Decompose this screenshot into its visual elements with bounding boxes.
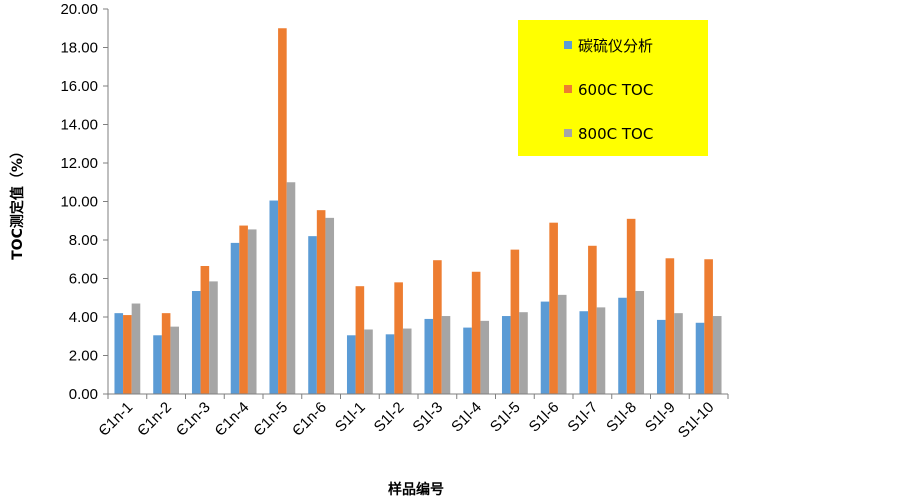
y-tick-label: 10.00: [60, 194, 98, 211]
bar-series-3-16: [712, 316, 722, 394]
legend-label-series-2: 600C TOC: [578, 81, 653, 99]
x-tick-label: Є1n-5: [250, 399, 291, 440]
x-tick-label: S1l-2: [371, 399, 408, 436]
bar-series-3-4: [247, 229, 257, 394]
bars-layer: [114, 28, 722, 395]
x-tick-label: S1l-4: [448, 399, 485, 436]
x-tick-label: S1l-10: [675, 399, 718, 442]
x-tick-label: S1l-6: [526, 399, 563, 436]
bar-series-3-8: [402, 328, 412, 394]
bar-series-1-3: [191, 291, 201, 394]
bar-series-2-16: [704, 259, 713, 394]
bar-series-1-7: [346, 335, 356, 394]
y-tick-label: 14.00: [60, 117, 98, 134]
bar-series-1-4: [230, 242, 240, 394]
y-axis-title: TOC测定值（%）: [9, 144, 26, 260]
y-tick-label: 18.00: [60, 40, 98, 57]
y-tick-label: 8.00: [69, 232, 98, 249]
y-tick-label: 6.00: [69, 271, 98, 288]
axes-layer: [103, 8, 729, 399]
bar-series-1-5: [269, 200, 279, 394]
bar-series-2-4: [239, 225, 248, 394]
x-tick-label: S1l-7: [564, 399, 601, 436]
bar-series-3-12: [557, 294, 567, 394]
bar-series-1-16: [695, 322, 705, 394]
x-tick-label: Є1n-2: [134, 399, 175, 440]
bar-series-3-2: [170, 326, 180, 395]
legend-swatch-series-1: [564, 41, 572, 49]
x-axis-title: 样品编号: [388, 481, 444, 498]
y-tick-label: 20.00: [60, 1, 98, 18]
x-tick-label: Є1n-4: [212, 399, 253, 440]
y-tick-label: 12.00: [60, 155, 98, 172]
bar-series-2-11: [510, 249, 520, 395]
bar-series-3-9: [441, 316, 451, 394]
bar-series-1-12: [540, 301, 550, 394]
bar-series-2-1: [123, 315, 132, 394]
bar-series-2-13: [588, 245, 597, 394]
bar-series-2-8: [394, 282, 403, 394]
bar-series-1-9: [424, 318, 434, 394]
bar-series-3-6: [325, 217, 335, 394]
y-tick-labels: 0.00 2.00 4.00 6.00 8.00 10.00 12.00 14.00 16.00…: [60, 1, 98, 403]
bar-series-3-7: [364, 329, 373, 394]
bar-series-3-5: [286, 182, 296, 394]
bar-series-1-11: [501, 316, 511, 394]
x-tick-label: S1l-1: [332, 399, 369, 436]
bar-series-3-10: [480, 320, 490, 394]
bar-series-3-11: [519, 312, 528, 394]
x-tick-label: S1l-9: [642, 399, 679, 436]
bar-series-1-2: [153, 335, 162, 394]
y-tick-label: 2.00: [69, 348, 98, 365]
x-tick-label: S1l-3: [409, 399, 446, 436]
bar-series-3-14: [635, 291, 645, 394]
y-tick-label: 0.00: [69, 386, 98, 403]
legend-swatch-series-3: [564, 129, 572, 137]
bar-series-1-1: [114, 313, 124, 394]
bar-series-2-12: [549, 222, 558, 394]
x-tick-label: Є1n-3: [173, 399, 214, 440]
bar-series-2-2: [161, 313, 171, 394]
bar-series-3-3: [209, 281, 218, 394]
x-tick-label: S1l-8: [603, 399, 640, 436]
bar-series-2-5: [278, 28, 287, 394]
bar-series-3-1: [131, 303, 141, 394]
bar-series-2-15: [665, 258, 675, 394]
x-tick-label: Є1n-6: [289, 399, 330, 440]
bar-series-3-13: [596, 307, 606, 395]
legend-label-series-1: 碳硫仪分析: [578, 37, 653, 55]
bar-series-2-10: [471, 271, 481, 394]
legend: 碳硫仪分析 600C TOC 800C TOC: [518, 20, 708, 156]
bar-series-2-6: [316, 210, 326, 394]
x-tick-label: S1l-5: [487, 399, 524, 436]
x-tick-label: Є1n-1: [95, 399, 136, 440]
legend-swatch-series-2: [564, 85, 572, 93]
bar-series-3-15: [674, 313, 683, 394]
bar-series-1-6: [308, 236, 317, 394]
y-tick-label: 16.00: [60, 78, 98, 95]
bar-series-2-14: [626, 218, 636, 394]
bar-series-1-14: [618, 297, 627, 394]
y-tick-label: 4.00: [69, 309, 98, 326]
bar-series-2-3: [200, 265, 210, 394]
bar-series-1-10: [463, 327, 472, 394]
bar-series-2-7: [355, 286, 365, 394]
bar-series-1-13: [579, 311, 589, 394]
legend-background: [518, 20, 708, 156]
bar-series-1-15: [656, 319, 666, 394]
bar-series-1-8: [385, 334, 395, 394]
bar-series-2-9: [433, 260, 442, 394]
legend-label-series-3: 800C TOC: [578, 125, 653, 143]
